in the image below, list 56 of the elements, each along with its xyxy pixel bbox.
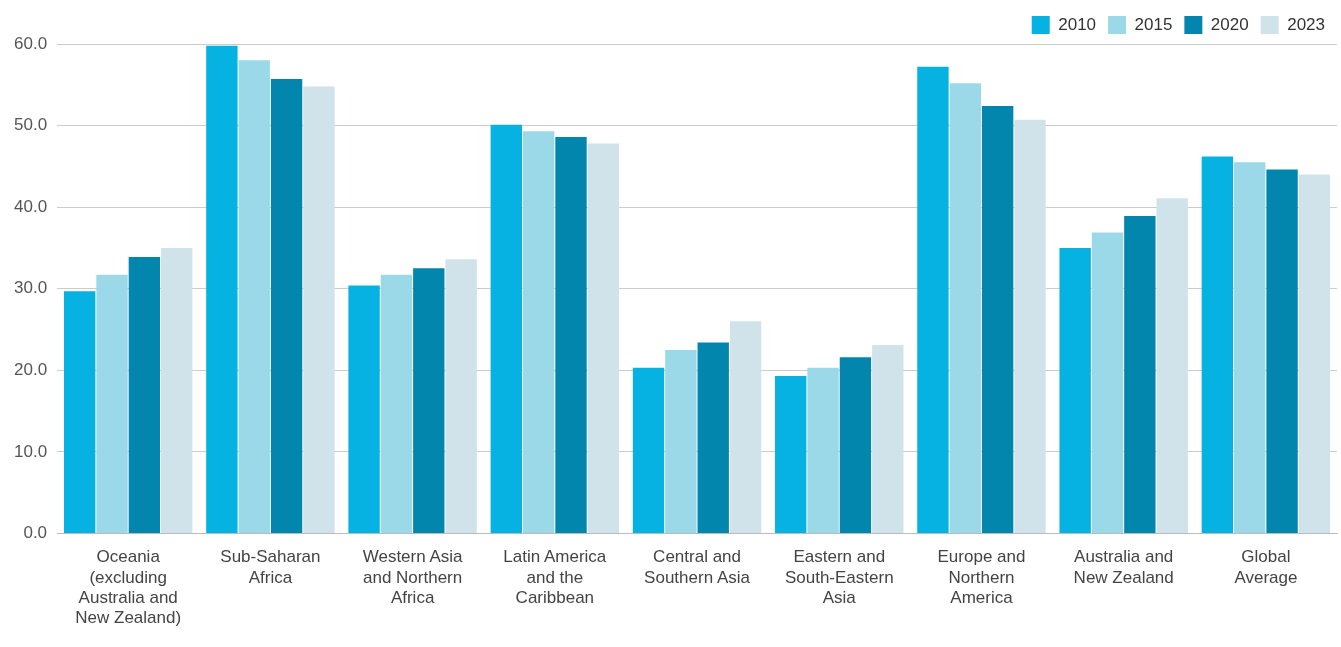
bar — [665, 349, 697, 533]
y-tick-label: 20.0 — [13, 359, 48, 379]
bar — [413, 268, 445, 533]
bar — [1234, 162, 1266, 533]
legend-label: 2010 — [1058, 14, 1097, 34]
y-tick-label: 10.0 — [13, 441, 48, 461]
x-tick-label: Western Asia and Northern Africa — [362, 547, 464, 608]
x-tick-label: Europe and Northern America — [937, 547, 1026, 608]
bar — [555, 136, 587, 533]
legend-label: 2015 — [1134, 14, 1173, 34]
bar — [128, 256, 161, 533]
bar — [587, 143, 620, 533]
bar — [1091, 232, 1124, 533]
x-tick-label: Central and Southern Asia — [644, 547, 751, 587]
bar — [807, 367, 839, 533]
bar — [1266, 169, 1298, 533]
bar — [729, 321, 762, 533]
x-tick-label: Eastern and South-Eastern Asia — [784, 547, 894, 608]
y-tick-label: 30.0 — [13, 278, 48, 298]
bar — [303, 86, 335, 533]
x-tick-label: Oceania (excluding Australia and New Zealand) — [75, 547, 182, 628]
bar — [1124, 216, 1156, 533]
x-tick-label: Global Average — [1234, 547, 1298, 587]
x-tick-label: Sub-Saharan Africa — [220, 547, 321, 587]
bar — [270, 79, 303, 533]
bar — [380, 274, 413, 533]
bar — [63, 291, 96, 533]
bar — [949, 83, 981, 533]
legend-label: 2023 — [1287, 14, 1326, 34]
bar — [445, 259, 477, 533]
bar — [490, 124, 522, 533]
y-tick-label: 40.0 — [13, 196, 48, 216]
bar — [161, 247, 193, 533]
bar — [632, 367, 665, 533]
bar — [522, 131, 555, 533]
x-tick-label: Australia and New Zealand — [1073, 547, 1174, 587]
bar — [1298, 174, 1331, 533]
y-tick-label: 60.0 — [13, 33, 48, 53]
bar — [697, 342, 729, 533]
x-tick-label: Latin America and the Caribbean — [503, 547, 607, 608]
bar — [839, 357, 872, 533]
bar — [348, 285, 380, 533]
bar — [96, 274, 128, 533]
bar — [872, 344, 904, 533]
bar — [1014, 119, 1046, 533]
y-tick-label: 50.0 — [13, 115, 48, 135]
bar — [775, 375, 807, 533]
bar — [206, 45, 238, 533]
bar — [1201, 156, 1234, 533]
y-tick-label: 0.0 — [23, 523, 48, 543]
bar — [238, 60, 270, 533]
legend-label: 2020 — [1210, 14, 1249, 34]
bar — [1156, 198, 1188, 533]
bar — [1059, 247, 1091, 533]
bar — [981, 105, 1014, 533]
bar — [917, 66, 949, 533]
